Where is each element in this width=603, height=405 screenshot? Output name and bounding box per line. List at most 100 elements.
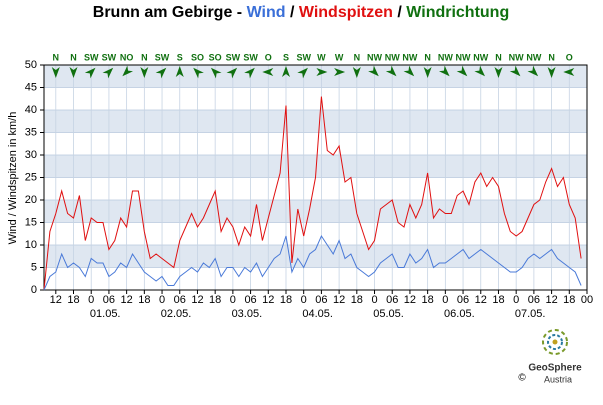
arrow-shape [527, 65, 539, 77]
day-label: 01.05. [90, 308, 121, 320]
logo-ring [547, 334, 563, 350]
direction-label: N [495, 52, 502, 62]
direction-arrow [69, 67, 78, 78]
x-tick-label: 00 [581, 294, 593, 306]
direction-arrow [352, 67, 361, 78]
direction-label: SW [226, 52, 241, 62]
direction-label: NW [526, 52, 541, 62]
x-tick-label: 18 [209, 294, 221, 306]
grid-band [44, 65, 587, 88]
arrow-shape [334, 68, 346, 76]
arrow-shape [423, 67, 432, 78]
arrow-shape [244, 67, 255, 79]
direction-label: N [141, 52, 148, 62]
x-tick-label: 18 [492, 294, 504, 306]
arrow-shape [474, 65, 486, 77]
series-line [43, 234, 582, 291]
direction-label: SW [102, 52, 117, 62]
direction-label: NW [456, 52, 471, 62]
arrow-shape [193, 67, 204, 79]
x-tick-label: 18 [422, 294, 434, 306]
arrow-shape [297, 67, 308, 79]
direction-arrow [368, 65, 379, 77]
x-tick-label: 0 [159, 294, 165, 306]
direction-arrow [438, 65, 450, 77]
direction-label: NW [473, 52, 488, 62]
arrow-shape [84, 67, 96, 79]
arrow-shape [385, 65, 397, 77]
direction-arrow [155, 67, 167, 79]
x-tick-label: 06 [103, 294, 115, 306]
x-tick-label: 12 [333, 294, 345, 306]
arrow-shape [51, 67, 60, 78]
x-tick-label: 0 [513, 294, 519, 306]
x-tick-label: 12 [191, 294, 203, 306]
day-label: 05.05. [373, 308, 404, 320]
direction-arrow [527, 65, 539, 77]
x-tick-label: 18 [67, 294, 79, 306]
logo-name: GeoSphere [528, 363, 582, 374]
direction-arrow [226, 67, 238, 79]
x-tick-label: 12 [262, 294, 274, 306]
y-tick-label: 5 [31, 261, 37, 273]
direction-label: NW [438, 52, 453, 62]
direction-label: S [177, 52, 183, 62]
direction-label: SW [84, 52, 99, 62]
x-tick-label: 12 [50, 294, 62, 306]
x-tick-label: 06 [528, 294, 540, 306]
direction-arrow [474, 65, 486, 77]
copyright: © [518, 373, 526, 384]
direction-label: O [566, 52, 573, 62]
direction-label: N [70, 52, 77, 62]
direction-label: NO [120, 52, 134, 62]
x-tick-label: 12 [545, 294, 557, 306]
arrow-shape [563, 68, 575, 76]
x-tick-label: 18 [351, 294, 363, 306]
direction-arrow [385, 65, 397, 77]
x-tick-label: 06 [457, 294, 469, 306]
direction-label: SW [155, 52, 170, 62]
x-tick-label: 0 [88, 294, 94, 306]
y-tick-label: 40 [25, 104, 37, 116]
direction-arrow [175, 66, 184, 77]
series-line [43, 96, 582, 291]
title-part: Windrichtung [406, 4, 509, 21]
arrow-shape [281, 66, 290, 77]
direction-label: W [317, 52, 326, 62]
y-tick-label: 0 [31, 284, 37, 296]
direction-label: N [424, 52, 431, 62]
x-tick-label: 18 [280, 294, 292, 306]
x-tick-label: 0 [301, 294, 307, 306]
direction-arrow [297, 67, 308, 79]
direction-label: N [53, 52, 60, 62]
logo: GeoSphere Austria © [518, 329, 582, 384]
arrow-shape [547, 67, 556, 78]
direction-label: N [548, 52, 555, 62]
arrow-shape [262, 68, 274, 76]
x-tick-label: 18 [563, 294, 575, 306]
x-tick-label: 0 [230, 294, 236, 306]
y-axis-label: Wind / Windspitzen in km/h [7, 112, 19, 245]
x-tick-label: 06 [315, 294, 327, 306]
arrow-shape [438, 65, 450, 77]
direction-label: SO [209, 52, 222, 62]
logo-dot [552, 339, 558, 345]
direction-arrow [244, 67, 255, 79]
logo-sub: Austria [544, 374, 572, 384]
chart-title: Brunn am Gebirge - Wind / Windspitzen / … [93, 4, 509, 21]
y-tick-label: 20 [25, 194, 37, 206]
arrow-shape [509, 65, 521, 77]
direction-arrow [423, 67, 432, 78]
x-tick-label: 18 [138, 294, 150, 306]
arrow-shape [316, 68, 328, 76]
day-label: 04.05. [302, 308, 333, 320]
direction-arrow [122, 65, 133, 77]
direction-arrow [456, 65, 468, 77]
arrow-shape [403, 65, 415, 77]
title-part: Wind [247, 4, 286, 21]
direction-arrow [509, 65, 521, 77]
day-label: 02.05. [161, 308, 192, 320]
x-tick-label: 0 [371, 294, 377, 306]
